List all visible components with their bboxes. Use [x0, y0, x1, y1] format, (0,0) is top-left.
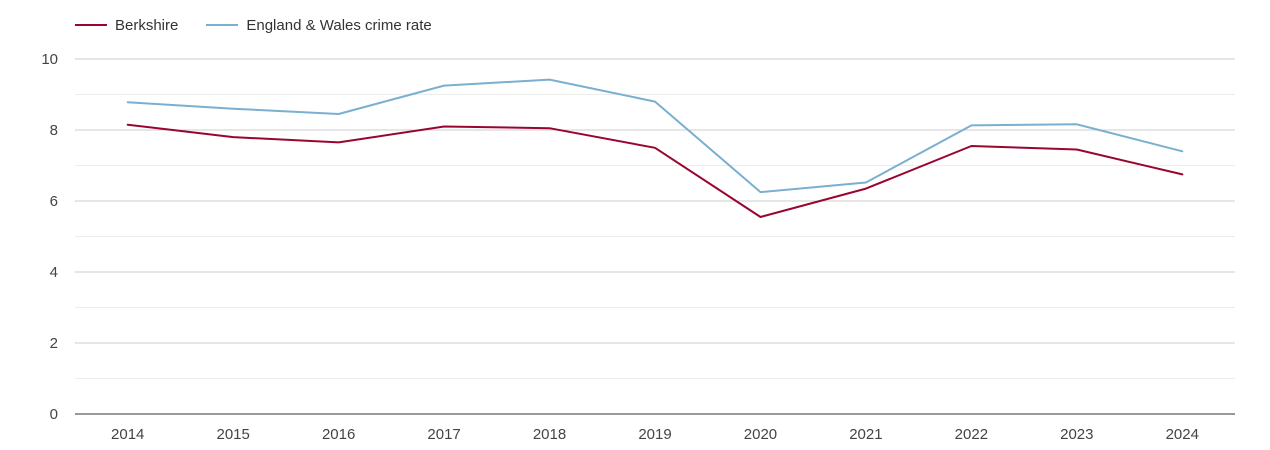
- legend-item-berkshire[interactable]: Berkshire: [75, 17, 178, 34]
- x-tick-label: 2022: [955, 426, 988, 443]
- x-tick-label: 2023: [1060, 426, 1093, 443]
- x-tick-label: 2015: [216, 426, 249, 443]
- legend-label-berkshire: Berkshire: [115, 16, 179, 34]
- legend-label-england-wales: England & Wales crime rate: [246, 16, 432, 34]
- y-tick-label: 2: [50, 335, 58, 352]
- x-tick-label: 2020: [744, 426, 777, 443]
- legend-item-england-wales[interactable]: England & Wales crime rate: [206, 16, 432, 34]
- legend-swatch-berkshire: [75, 24, 107, 26]
- x-tick-label: 2014: [111, 426, 144, 443]
- x-tick-label: 2021: [849, 426, 882, 443]
- x-tick-label: 2016: [322, 426, 355, 443]
- x-tick-label: 2024: [1166, 426, 1199, 443]
- y-tick-label: 0: [50, 406, 58, 423]
- legend: Berkshire England & Wales crime rate: [75, 14, 460, 36]
- y-tick-label: 10: [41, 51, 58, 68]
- y-tick-label: 8: [50, 122, 58, 139]
- series-line-berkshire: [126, 123, 1184, 218]
- x-tick-label: 2019: [638, 426, 671, 443]
- y-tick-label: 4: [50, 264, 58, 281]
- series-line-england-wales-crime-rate: [126, 78, 1184, 194]
- y-tick-label: 6: [50, 193, 58, 210]
- x-tick-label: 2018: [533, 426, 566, 443]
- x-tick-label: 2017: [427, 426, 460, 443]
- legend-swatch-england-wales: [206, 24, 239, 26]
